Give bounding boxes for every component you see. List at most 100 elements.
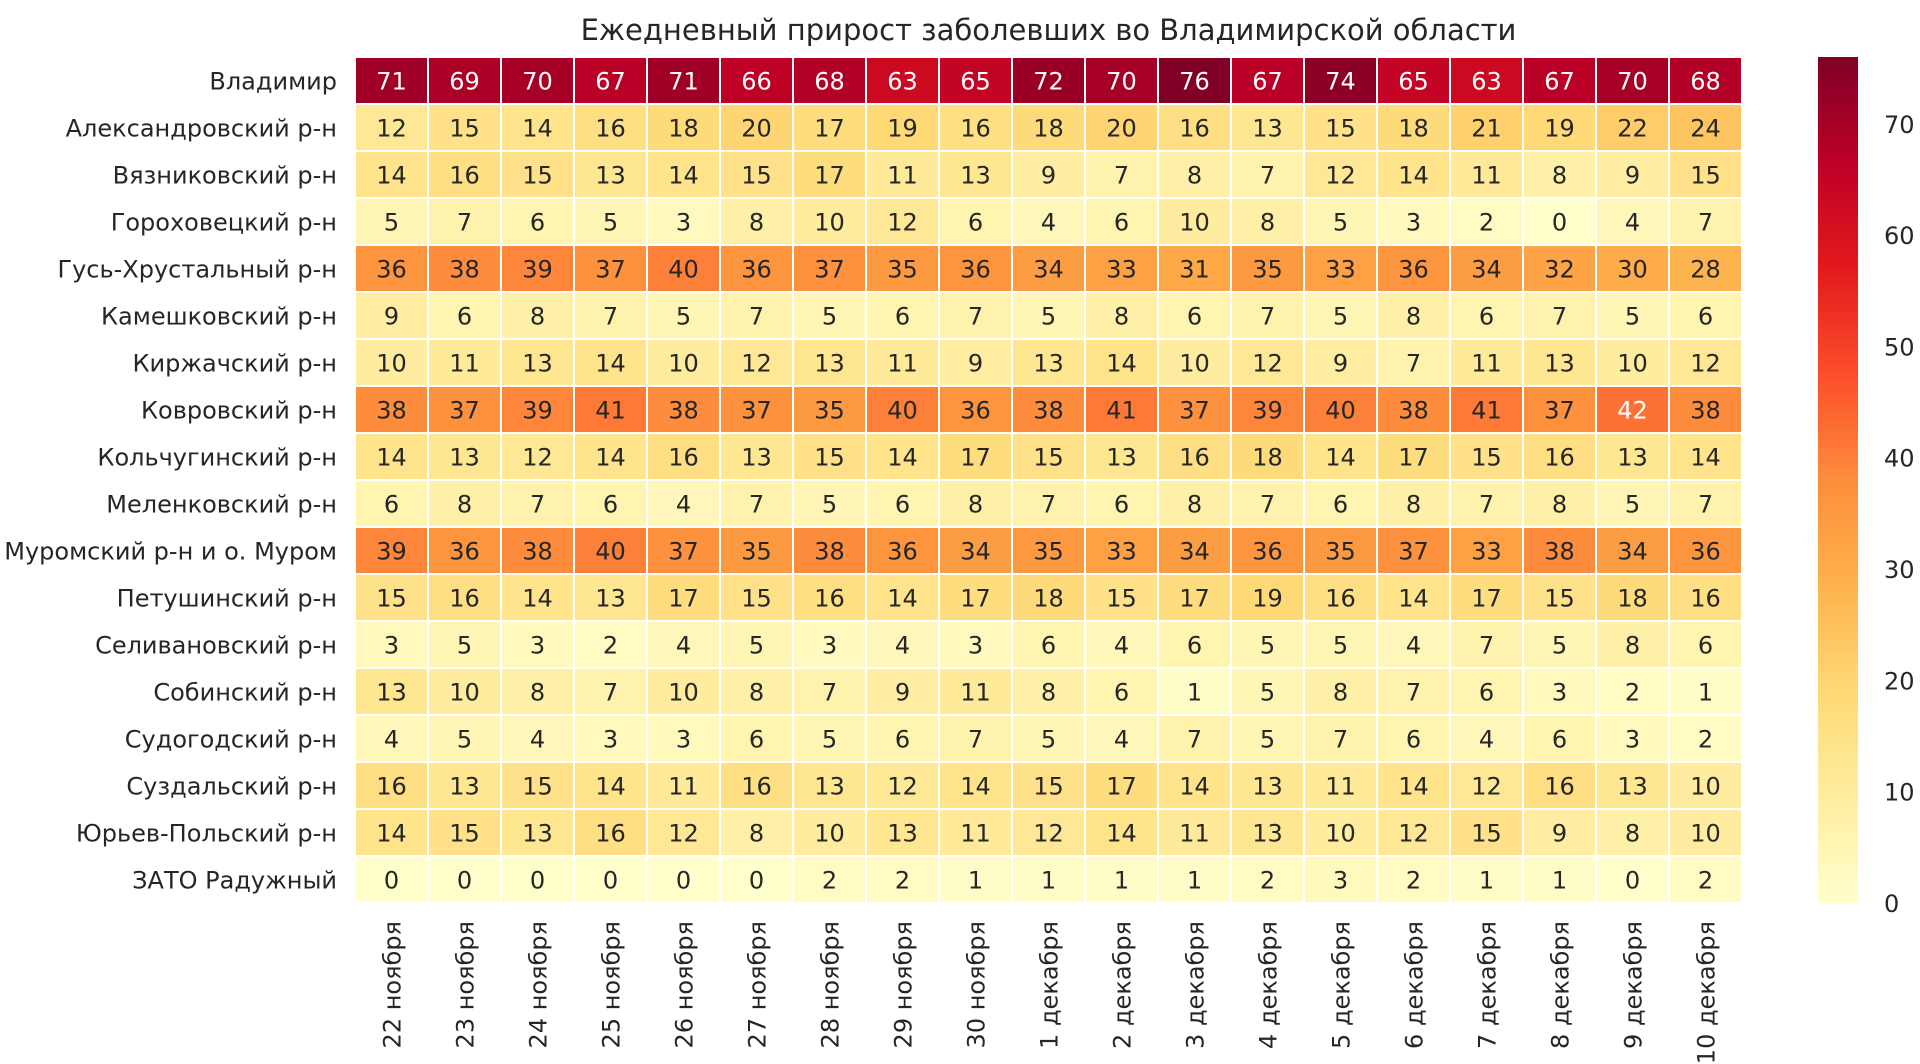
heatmap-cell — [1597, 293, 1668, 338]
heatmap-cell — [502, 575, 573, 620]
row-labels: Владимир Александровский р-н Вязниковский … — [4, 68, 337, 895]
cell-value-label: 16 — [960, 115, 991, 143]
cell-value-label: 0 — [603, 867, 618, 895]
heatmap-cell — [1232, 716, 1303, 761]
heatmap-cell — [502, 293, 573, 338]
cell-value-label: 70 — [522, 68, 553, 96]
heatmap-cell — [794, 622, 865, 667]
heatmap-cell — [867, 622, 938, 667]
cell-value-label: 1 — [1041, 867, 1056, 895]
heatmap-cell — [1597, 152, 1668, 197]
cell-value-label: 6 — [1187, 632, 1202, 660]
colorbar-tick-label: 60 — [1884, 222, 1915, 250]
cell-value-label: 7 — [1698, 491, 1713, 519]
heatmap-cell — [1524, 763, 1595, 808]
cell-value-label: 4 — [1406, 632, 1421, 660]
heatmap-cell — [1597, 387, 1668, 432]
cell-value-label: 16 — [1544, 444, 1575, 472]
heatmap-cell — [1159, 434, 1230, 479]
cell-value-label: 37 — [449, 397, 480, 425]
heatmap-cell — [1597, 763, 1668, 808]
chart-title: Ежедневный прирост заболевших во Владими… — [581, 13, 1517, 47]
column-label: 3 декабря — [1182, 921, 1210, 1049]
heatmap-cell — [867, 810, 938, 855]
cell-value-label: 10 — [1179, 209, 1210, 237]
heatmap-cell — [648, 105, 719, 150]
cell-value-label: 7 — [1187, 726, 1202, 754]
heatmap-cell — [940, 622, 1011, 667]
heatmap-cell — [1670, 199, 1741, 244]
cell-value-label: 11 — [1179, 820, 1210, 848]
heatmap-cell — [867, 716, 938, 761]
cell-value-label: 9 — [1625, 162, 1640, 190]
cell-value-label: 11 — [887, 162, 918, 190]
heatmap-cell — [1159, 669, 1230, 714]
cell-value-label: 33 — [1325, 256, 1356, 284]
cell-value-label: 14 — [1325, 444, 1356, 472]
cell-value-label: 31 — [1179, 256, 1210, 284]
cell-value-label: 14 — [1106, 350, 1137, 378]
cell-value-label: 28 — [1690, 256, 1721, 284]
heatmap-cell — [356, 293, 427, 338]
row-label: Вязниковский р-н — [113, 162, 337, 190]
cell-value-label: 10 — [376, 350, 407, 378]
cell-value-label: 35 — [814, 397, 845, 425]
heatmap-cell — [575, 857, 646, 902]
column-label: 28 ноября — [817, 921, 845, 1048]
cell-value-label: 4 — [384, 726, 399, 754]
cell-value-label: 6 — [1479, 679, 1494, 707]
column-label: 7 декабря — [1474, 921, 1502, 1049]
cell-value-label: 8 — [530, 679, 545, 707]
cell-value-label: 17 — [814, 162, 845, 190]
cell-value-label: 38 — [1033, 397, 1064, 425]
heatmap-cell — [1159, 716, 1230, 761]
heatmap-cell — [1597, 481, 1668, 526]
cell-value-label: 37 — [1398, 538, 1429, 566]
cell-value-label: 3 — [1333, 867, 1348, 895]
heatmap-cell — [1451, 199, 1522, 244]
cell-value-label: 5 — [1552, 632, 1567, 660]
cell-value-label: 38 — [376, 397, 407, 425]
heatmap-cell — [1524, 575, 1595, 620]
cell-value-label: 8 — [749, 209, 764, 237]
cell-value-label: 0 — [749, 867, 764, 895]
cell-value-label: 7 — [457, 209, 472, 237]
heatmap-cell — [1305, 763, 1376, 808]
heatmap-cell — [429, 669, 500, 714]
cell-value-label: 6 — [1114, 209, 1129, 237]
heatmap-cell — [356, 434, 427, 479]
heatmap-cell — [794, 810, 865, 855]
cell-value-label: 34 — [1179, 538, 1210, 566]
heatmap-cell — [940, 293, 1011, 338]
heatmap-cell — [1013, 293, 1084, 338]
heatmap-cell — [1451, 387, 1522, 432]
cell-value-label: 4 — [530, 726, 545, 754]
heatmap-cell — [575, 340, 646, 385]
cell-value-label: 16 — [376, 773, 407, 801]
cell-value-label: 6 — [895, 491, 910, 519]
cell-value-label: 11 — [1471, 162, 1502, 190]
heatmap-cell — [1524, 105, 1595, 150]
cell-value-label: 74 — [1325, 68, 1356, 96]
heatmap-cell — [1013, 58, 1084, 103]
heatmap-cell — [721, 340, 792, 385]
cell-value-label: 37 — [1179, 397, 1210, 425]
cell-value-label: 13 — [887, 820, 918, 848]
cell-value-label: 1 — [1552, 867, 1567, 895]
cell-value-label: 7 — [968, 303, 983, 331]
heatmap-cell — [794, 528, 865, 573]
heatmap-cell — [1378, 669, 1449, 714]
heatmap-cell — [1232, 575, 1303, 620]
heatmap-cell — [940, 575, 1011, 620]
heatmap-cell — [1378, 152, 1449, 197]
cell-value-label: 65 — [1398, 68, 1429, 96]
cell-value-label: 5 — [1260, 726, 1275, 754]
cell-value-label: 10 — [1690, 820, 1721, 848]
heatmap-cell — [1451, 246, 1522, 291]
heatmap-cell — [1086, 857, 1157, 902]
cell-value-label: 5 — [1625, 303, 1640, 331]
heatmap-cell — [867, 481, 938, 526]
heatmap-cell — [940, 58, 1011, 103]
cell-value-label: 5 — [603, 209, 618, 237]
column-label: 6 декабря — [1401, 921, 1429, 1049]
